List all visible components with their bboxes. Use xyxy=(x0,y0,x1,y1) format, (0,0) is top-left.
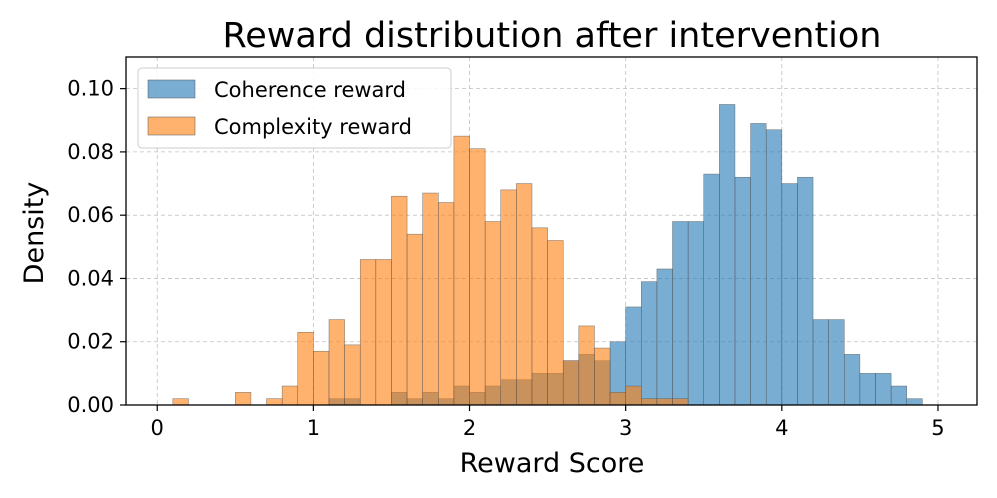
bar-complexity xyxy=(313,350,330,406)
bar-complexity xyxy=(656,398,673,406)
chart-title: Reward distribution after intervention xyxy=(222,16,881,56)
bar-complexity xyxy=(562,360,580,406)
bar-coherence xyxy=(672,221,689,406)
bar-coherence xyxy=(656,268,673,406)
bar-coherence xyxy=(641,281,658,406)
legend-label-coherence: Coherence reward xyxy=(214,78,406,102)
bar-coherence xyxy=(844,354,861,406)
legend-box xyxy=(137,67,452,149)
bar-coherence xyxy=(734,176,751,406)
bar-complexity xyxy=(484,221,502,406)
bar-coherence xyxy=(703,173,720,406)
legend-label-complexity: Complexity reward xyxy=(214,115,412,139)
bar-coherence xyxy=(750,123,767,406)
bar-complexity xyxy=(516,183,533,406)
y-tick-label: 0.02 xyxy=(67,330,114,354)
bar-complexity xyxy=(281,385,299,406)
y-tick-label: 0.04 xyxy=(67,266,114,290)
bar-complexity xyxy=(422,192,439,406)
bar-coherence xyxy=(812,319,829,406)
y-tick-label: 0.10 xyxy=(67,77,114,101)
legend-swatch-coherence xyxy=(147,79,196,99)
bar-coherence xyxy=(890,385,907,406)
y-axis-title: Density xyxy=(19,182,50,285)
legend-swatch-complexity xyxy=(147,116,196,136)
bar-complexity xyxy=(297,331,314,406)
bar-complexity xyxy=(578,325,595,406)
legend: Coherence reward Complexity reward xyxy=(137,67,452,149)
bar-complexity xyxy=(594,347,611,406)
bar-complexity xyxy=(547,240,564,406)
bar-coherence xyxy=(859,373,876,406)
x-tick-label: 0 xyxy=(151,416,164,440)
x-tick-label: 4 xyxy=(775,416,788,440)
bar-complexity xyxy=(235,392,252,406)
bar-complexity xyxy=(531,227,548,406)
bar-coherence xyxy=(828,319,845,406)
histogram-bars xyxy=(172,104,923,406)
bar-coherence xyxy=(687,221,704,406)
bar-complexity xyxy=(438,202,455,406)
bar-complexity xyxy=(391,195,408,406)
bar-complexity xyxy=(453,135,470,406)
bar-complexity xyxy=(641,398,658,406)
bar-coherence xyxy=(797,176,814,406)
bar-complexity xyxy=(328,319,345,406)
y-tick-label: 0.00 xyxy=(67,393,114,417)
bar-complexity xyxy=(672,398,689,406)
bar-coherence xyxy=(781,183,798,406)
x-tick-label: 3 xyxy=(619,416,632,440)
bar-coherence xyxy=(906,398,923,406)
x-tick-label: 5 xyxy=(931,416,944,440)
x-axis-title: Reward Score xyxy=(460,448,645,479)
bar-coherence xyxy=(875,373,892,406)
bar-complexity xyxy=(172,398,189,406)
y-tick-label: 0.06 xyxy=(67,203,114,227)
bar-complexity xyxy=(609,392,626,406)
x-tick-label: 1 xyxy=(307,416,320,440)
bar-complexity xyxy=(359,259,377,406)
bar-coherence xyxy=(765,129,783,406)
bar-complexity xyxy=(406,233,423,406)
bar-complexity xyxy=(469,148,486,406)
x-tick-label: 2 xyxy=(463,416,476,440)
y-tick-label: 0.08 xyxy=(67,140,114,164)
bar-complexity xyxy=(500,189,517,406)
bar-complexity xyxy=(375,259,392,406)
axis-ticks: 0 1 2 3 4 5 0.00 0.02 0.04 0.06 0.08 0.10 xyxy=(67,77,944,440)
plot-frame xyxy=(125,56,978,406)
bar-complexity xyxy=(344,344,361,406)
bar-complexity xyxy=(625,385,642,406)
bar-coherence xyxy=(719,104,736,406)
bar-complexity xyxy=(266,398,283,406)
